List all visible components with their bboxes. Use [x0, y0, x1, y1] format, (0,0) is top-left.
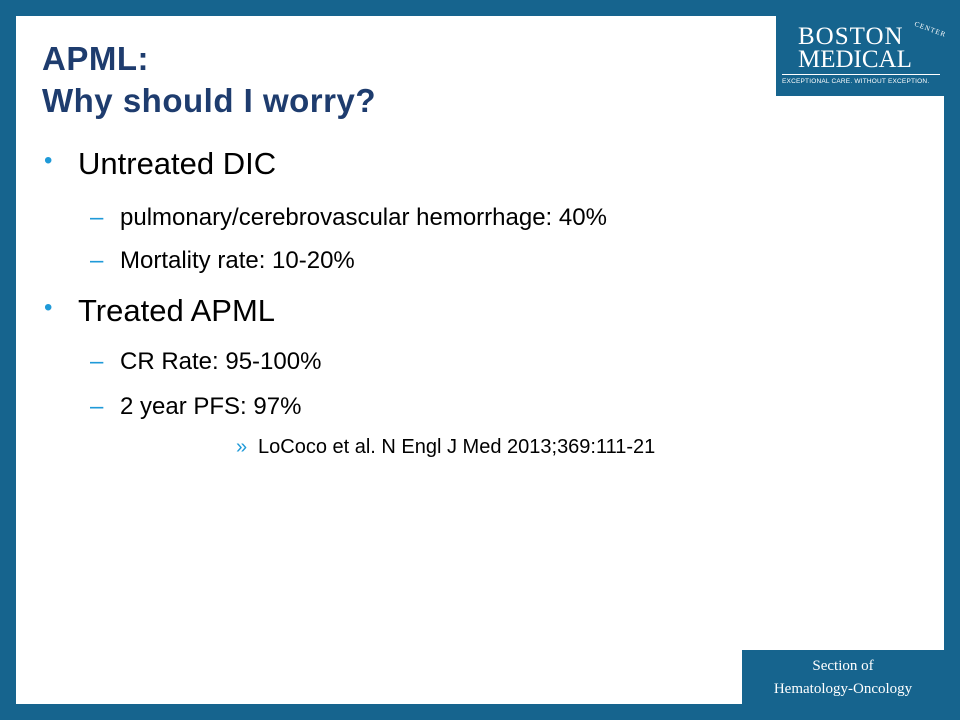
- citation-lococo: » LoCoco et al. N Engl J Med 2013;369:11…: [236, 436, 656, 459]
- sub-bullet-text: 2 year PFS: 97%: [120, 393, 302, 420]
- citation-text: LoCoco et al. N Engl J Med 2013;369:111-…: [258, 436, 656, 458]
- logo-divider: [782, 74, 940, 75]
- sub-bullet-text: pulmonary/cerebrovascular hemorrhage: 40…: [120, 204, 607, 231]
- sub-bullet-text: CR Rate: 95-100%: [120, 348, 322, 375]
- sub-bullet-marker: –: [90, 348, 104, 375]
- bullet-marker: •: [44, 294, 53, 321]
- slide-title-line1: APML:: [42, 40, 149, 77]
- logo-center-text: CENTER: [913, 20, 948, 39]
- slide-title-line2: Why should I worry?: [42, 82, 377, 119]
- bullet-marker: •: [44, 147, 53, 174]
- bullet-item-untreated-dic: • Untreated DIC: [44, 146, 277, 182]
- sub-bullet-cr-rate: – CR Rate: 95-100%: [90, 348, 322, 376]
- sub-bullet-marker: –: [90, 247, 104, 274]
- sub-bullet-mortality: – Mortality rate: 10-20%: [90, 247, 355, 275]
- logo-line-boston: BOSTON: [798, 23, 904, 50]
- logo-tagline: EXCEPTIONAL CARE. WITHOUT EXCEPTION.: [782, 78, 930, 85]
- sub-bullet-text: Mortality rate: 10-20%: [120, 247, 355, 274]
- boston-medical-logo: CENTER BOSTON MEDICAL EXCEPTIONAL CARE. …: [776, 16, 948, 96]
- sub-bullet-marker: –: [90, 204, 104, 231]
- section-label: Section of Hematology-Oncology: [742, 650, 944, 708]
- logo-line-medical: MEDICAL: [798, 46, 912, 73]
- bullet-item-treated-apml: • Treated APML: [44, 293, 276, 329]
- citation-marker: »: [236, 436, 248, 458]
- section-label-line2: Hematology-Oncology: [773, 681, 913, 697]
- bullet-text: Untreated DIC: [78, 146, 277, 181]
- section-label-line1: Section of: [812, 658, 874, 674]
- sub-bullet-hemorrhage: – pulmonary/cerebrovascular hemorrhage: …: [90, 204, 607, 232]
- sub-bullet-marker: –: [90, 393, 104, 420]
- slide-title: APML: Why should I worry?: [42, 38, 376, 122]
- slide-canvas: [16, 16, 944, 704]
- sub-bullet-pfs: – 2 year PFS: 97%: [90, 393, 302, 421]
- bullet-text: Treated APML: [78, 293, 276, 328]
